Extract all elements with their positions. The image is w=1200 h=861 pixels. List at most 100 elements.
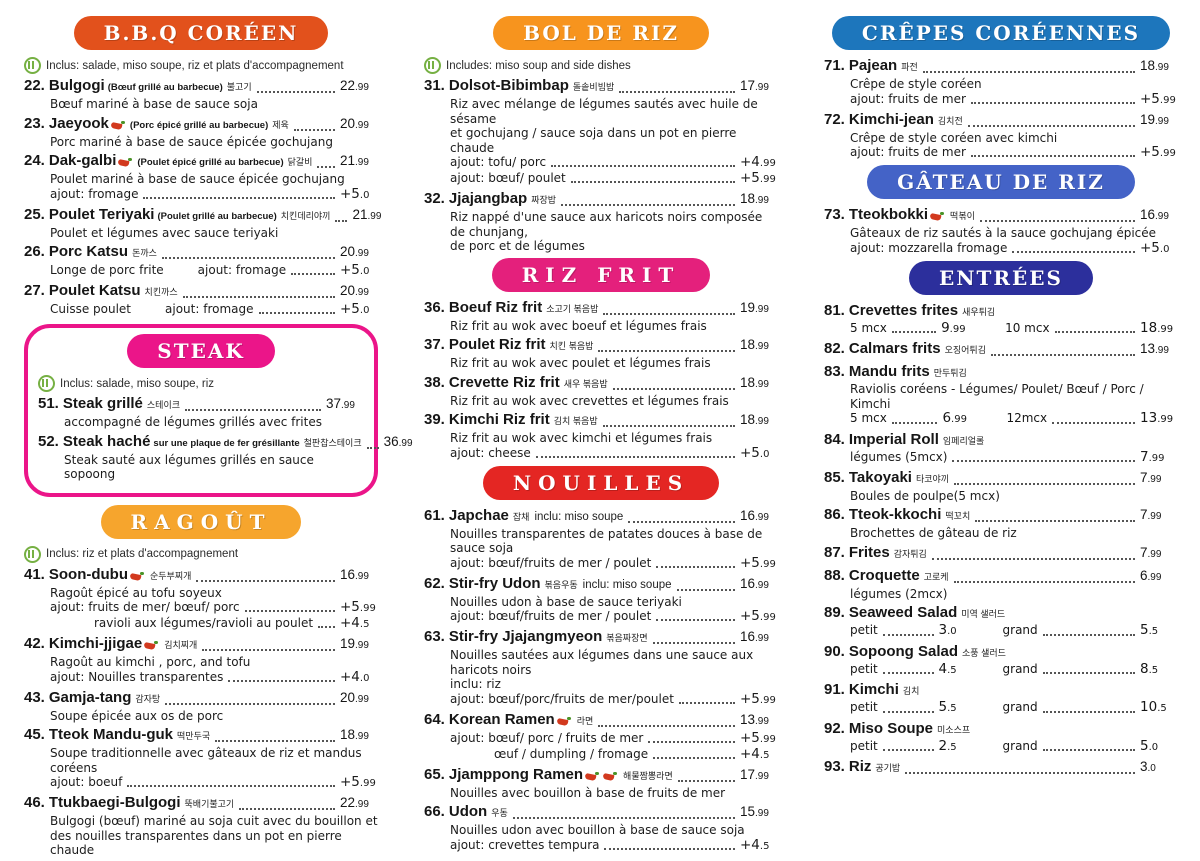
item-addon-row: ajout: mozzarella fromage +5.0 — [850, 240, 1178, 257]
item-name: Udon — [448, 803, 488, 820]
item-korean: 공기밥 — [875, 763, 901, 773]
item-head: 81. Crevettes frites 새우튀김 — [824, 302, 1178, 321]
menu-item: 63. Stir-fry Jjajangmyeon 볶음짜장면 16.99 Nouill… — [424, 628, 778, 708]
item-price: 7.99 — [1140, 506, 1178, 526]
item-head: 73. Tteokbokki 떡볶이 16.99 — [824, 206, 1178, 226]
price-integer: 13 — [740, 711, 756, 727]
item-head: 22. Bulgogi (Bœuf grillé au barbecue) 불고기 22… — [24, 77, 378, 97]
dotted-leader — [619, 91, 735, 93]
item-price: 17.99 — [740, 77, 778, 97]
item-addon-row: ajout: tofu/ porc +4.99 — [450, 155, 778, 171]
dotted-leader — [182, 296, 335, 298]
includes-text: Includes: miso soup and side dishes — [446, 59, 631, 72]
price-integer: +5 — [740, 170, 760, 186]
item-korean: 돈까스 — [132, 248, 157, 258]
item-price: 19.99 — [740, 299, 778, 319]
item-number: 63. — [424, 628, 445, 645]
item-price: 19.99 — [340, 635, 378, 655]
item-description: des nouilles transparentes dans un pot e… — [50, 828, 342, 858]
item-korean: 스테이크 — [146, 400, 181, 410]
menu-item: 88. Croquette 고로케 6.99 légumes (2mcx) — [824, 567, 1178, 602]
menu-item: 41. Soon-dubu 순두부찌개 16.99 Ragoût épicé au to… — [24, 566, 378, 633]
price-integer: 16 — [740, 507, 756, 523]
dotted-leader — [256, 91, 335, 93]
item-size-row: petit 4.5 grand 8.5 — [850, 661, 1178, 679]
price-integer: 16 — [740, 629, 756, 644]
item-number: 88. — [824, 566, 845, 584]
item-price: 3.0 — [1140, 758, 1178, 778]
addon-label: ajout: fruits de mer/ bœuf/ porc — [50, 600, 240, 614]
price-integer: 17 — [740, 766, 756, 782]
item-name: Crevette Riz frit — [448, 373, 560, 391]
item-number: 73. — [824, 206, 845, 223]
item-description: accompagné de légumes grillés avec frite… — [64, 415, 322, 429]
price-integer: 13 — [1140, 341, 1156, 356]
price-decimal: .99 — [1147, 511, 1162, 522]
item-head: 66. Udon 우동 15.99 — [424, 803, 778, 823]
item-head: 82. Calmars frits 오징어튀김 13.99 — [824, 340, 1178, 360]
menu-item: 84. Imperial Roll 임페리얼롤 légumes (5mcx) 7.99 — [824, 431, 1178, 466]
price-decimal: .99 — [341, 400, 355, 411]
dotted-leader — [202, 649, 335, 651]
menu-item: 45. Tteok Mandu-guk 떡만두국 18.99 Soupe traditi… — [24, 726, 378, 791]
item-description: Ragoût épicé au tofu soyeux — [50, 585, 222, 600]
item-korean: 김치전 — [937, 115, 963, 126]
menu-column: B.B.Q CORÉEN Inclus: salade, miso soupe, … — [0, 0, 413, 861]
price-decimal: .99 — [755, 82, 769, 93]
dotted-leader — [185, 409, 321, 411]
price-decimal: .99 — [1155, 115, 1169, 127]
menu-item: 73. Tteokbokki 떡볶이 16.99 Gâteaux de riz saut… — [824, 206, 1178, 257]
item-korean: 떡볶이 — [950, 211, 975, 221]
price-integer: +5 — [340, 185, 360, 202]
item-note: inclu: miso soupe — [534, 510, 624, 523]
item-number: 64. — [424, 710, 445, 728]
chili-icon — [111, 119, 125, 131]
dotted-leader — [676, 588, 735, 591]
includes-note: Inclus: salade, miso soupe, riz — [38, 375, 364, 392]
price-decimal: .99 — [1159, 94, 1176, 106]
price-decimal: .99 — [355, 693, 369, 705]
dotted-leader — [882, 710, 934, 713]
price-integer: 5 — [1140, 622, 1149, 638]
item-description: Soupe traditionnelle avec gâteaux de riz… — [50, 746, 362, 775]
price-decimal: .99 — [367, 210, 382, 222]
item-number: 83. — [824, 363, 845, 380]
includes-text: Inclus: riz et plats d'accompagnement — [46, 548, 239, 560]
price-integer: 22 — [340, 78, 356, 93]
price-integer: 16 — [340, 566, 356, 582]
item-head: 37. Poulet Riz frit 치킨 볶음밥 18.99 — [424, 336, 778, 356]
item-addon-row: ajout: crevettes tempura +4.5 — [450, 837, 778, 854]
dotted-leader — [979, 220, 1135, 222]
item-head: 45. Tteok Mandu-guk 떡만두국 18.99 — [24, 726, 378, 746]
item-head: 72. Kimchi-jean 김치전 19.99 — [824, 111, 1178, 131]
item-head: 43. Gamja-tang 감자탕 20.99 — [24, 689, 378, 709]
item-number: 31. — [424, 77, 445, 94]
price-decimal: .99 — [755, 808, 769, 819]
price-decimal: .99 — [1155, 345, 1169, 356]
addon-price: +5.0 — [340, 263, 378, 279]
menu-item: 46. Ttukbaegi-Bulgogi 뚝배기불고기 22.99 Bulgogi (… — [24, 794, 378, 858]
item-description: Raviolis coréens - Légumes/ Poulet/ Bœuf… — [850, 382, 1144, 411]
dotted-leader — [677, 779, 735, 782]
item-name: Seaweed Salad — [848, 604, 958, 621]
item-korean: 불고기 — [226, 82, 252, 92]
item-price: 18.99 — [740, 411, 778, 431]
item-name: Dolsot-Bibimbap — [448, 77, 569, 94]
dotted-leader — [1042, 672, 1135, 674]
dotted-leader — [653, 756, 735, 759]
utensils-icon — [424, 57, 441, 74]
item-addon-row: ajout: boeuf +5.99 — [50, 775, 378, 791]
item-name: Stir-fry Jjajangmyeon — [448, 628, 603, 645]
item-price: 22.99 — [340, 77, 378, 97]
price-decimal: .99 — [355, 82, 369, 93]
utensils-icon — [24, 57, 41, 74]
price-decimal: .0 — [1159, 243, 1170, 255]
utensils-icon — [24, 545, 41, 563]
item-name: Kimchi Riz frit — [448, 411, 550, 428]
price-decimal: .99 — [759, 694, 776, 706]
menu-item: 83. Mandu frits 만두튀김 Raviolis coréens - Lég… — [824, 363, 1178, 428]
dotted-leader — [215, 740, 335, 742]
menu-item: 38. Crevette Riz frit 새우 볶음밥 18.99 Riz frit … — [424, 374, 778, 409]
item-head: 83. Mandu frits 만두튀김 — [824, 363, 1178, 382]
